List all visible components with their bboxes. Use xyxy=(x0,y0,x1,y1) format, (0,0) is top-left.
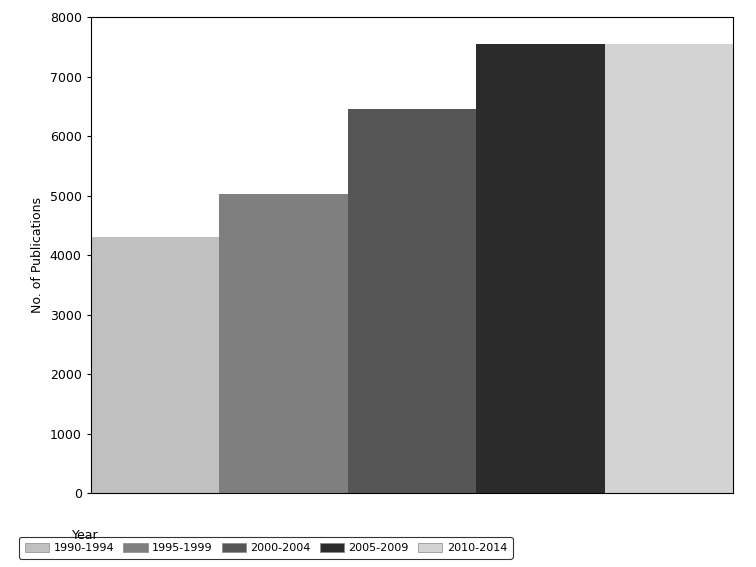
Text: Year: Year xyxy=(72,530,98,542)
Bar xyxy=(348,109,476,493)
Legend: 1990-1994, 1995-1999, 2000-2004, 2005-2009, 2010-2014: 1990-1994, 1995-1999, 2000-2004, 2005-20… xyxy=(19,537,513,558)
Bar xyxy=(219,194,348,493)
Y-axis label: No. of Publications: No. of Publications xyxy=(31,197,44,313)
Bar xyxy=(91,237,219,493)
Bar xyxy=(476,44,605,493)
Bar xyxy=(605,44,733,493)
